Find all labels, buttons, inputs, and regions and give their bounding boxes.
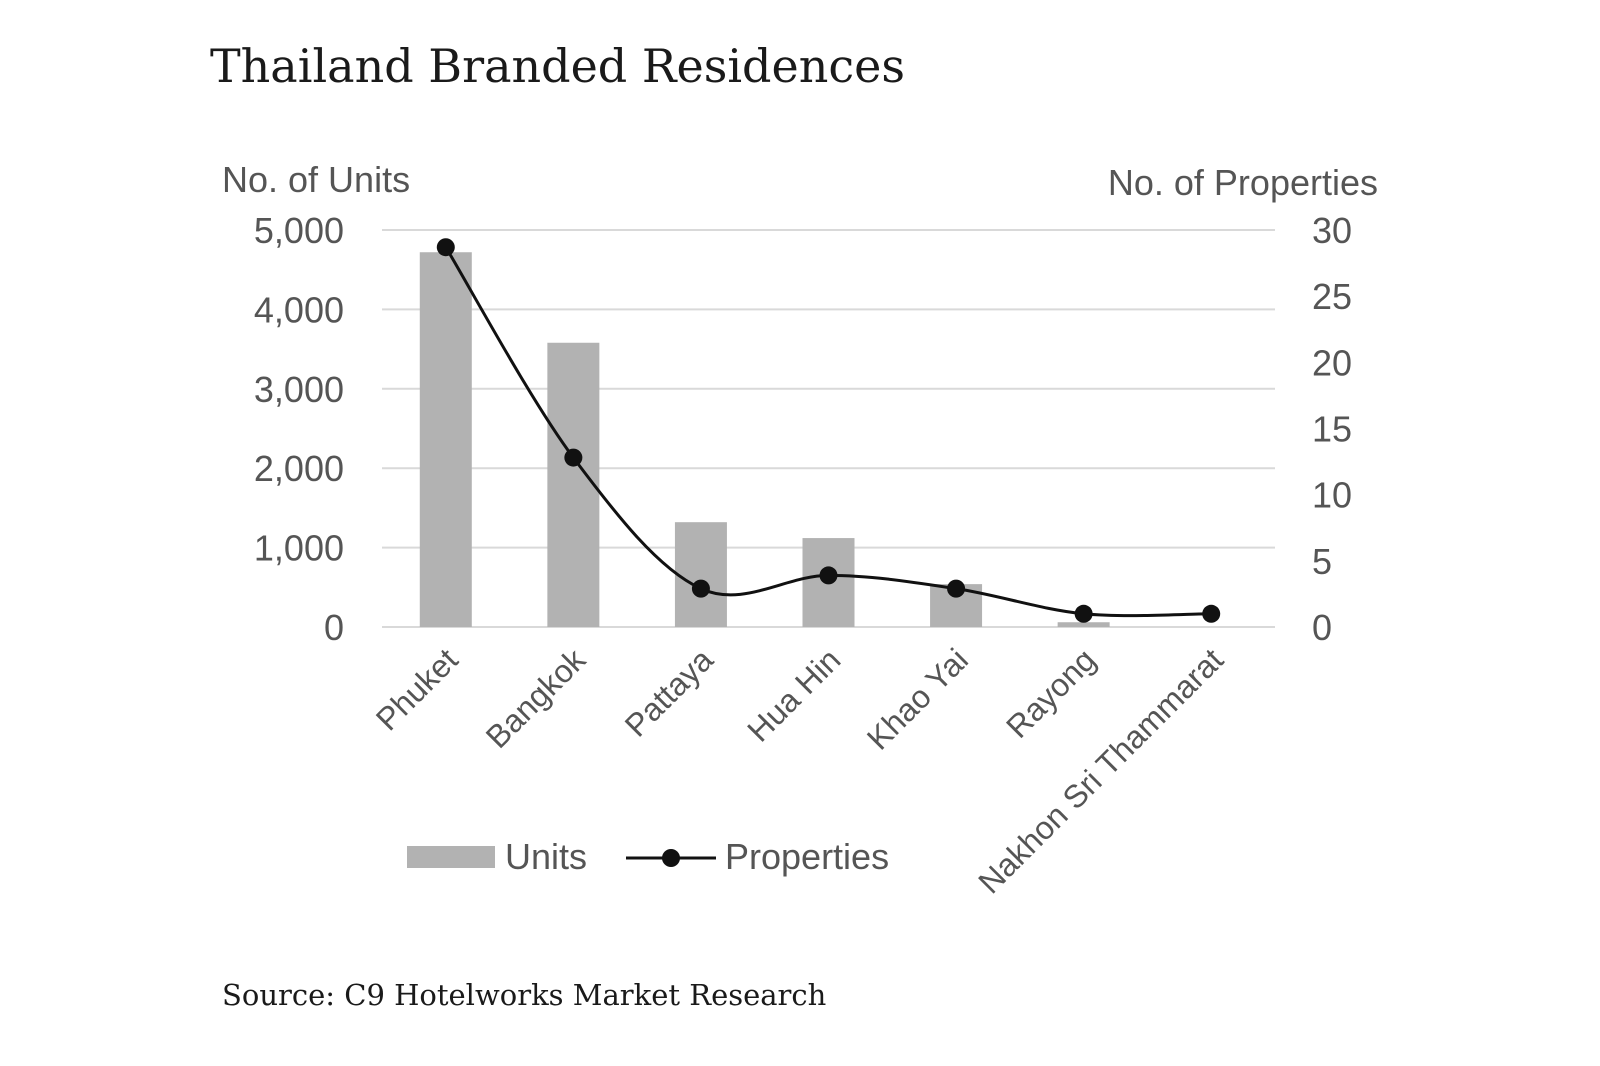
x-tick-label: Hua Hin <box>740 641 847 748</box>
x-tick-label: Khao Yai <box>860 641 975 756</box>
y2-axis-title: No. of Properties <box>1108 162 1378 203</box>
y2-tick-label: 20 <box>1312 342 1352 383</box>
y-tick-label: 2,000 <box>254 448 344 489</box>
gridlines <box>382 229 1275 628</box>
legend-properties-marker <box>662 849 680 867</box>
properties-point-phuket <box>436 238 455 257</box>
legend: Units Properties <box>407 836 889 877</box>
y-tick-label: 3,000 <box>254 369 344 410</box>
legend-units-label: Units <box>505 836 587 877</box>
legend-properties-label: Properties <box>725 836 889 877</box>
properties-point-pattaya <box>691 579 710 598</box>
y-tick-label: 1,000 <box>254 528 344 569</box>
y2-tick-label: 10 <box>1312 475 1352 516</box>
y2-tick-label: 25 <box>1312 276 1352 317</box>
y-tick-label: 0 <box>324 607 344 648</box>
x-tick-label: Pattaya <box>618 641 720 743</box>
bar-series <box>419 252 1110 627</box>
properties-point-bangkok <box>564 448 583 467</box>
y2-tick-label: 0 <box>1312 607 1332 648</box>
y2-axis-ticks: 0 5 10 15 20 25 30 <box>1312 210 1352 648</box>
properties-point-hua-hin <box>819 566 838 585</box>
properties-point-nakhon-sri-thammarat <box>1202 604 1221 623</box>
y2-tick-label: 5 <box>1312 541 1332 582</box>
source-note: Source: C9 Hotelworks Market Research <box>222 978 826 1012</box>
x-tick-label: Phuket <box>369 641 465 737</box>
y-tick-label: 4,000 <box>254 289 344 330</box>
x-tick-label: Rayong <box>999 641 1102 744</box>
y2-tick-label: 15 <box>1312 409 1352 450</box>
y-axis-title: No. of Units <box>222 159 410 200</box>
bar-phuket <box>419 252 472 627</box>
properties-point-khao-yai <box>947 579 966 598</box>
y-tick-label: 5,000 <box>254 210 344 251</box>
bar-rayong <box>1057 622 1110 627</box>
y2-tick-label: 30 <box>1312 210 1352 251</box>
bar-pattaya <box>674 522 727 627</box>
y-axis-ticks: 0 1,000 2,000 3,000 4,000 5,000 <box>254 210 344 648</box>
legend-units-swatch <box>407 846 495 868</box>
x-tick-label: Nakhon Sri Thammarat <box>971 641 1230 900</box>
chart-title: Thailand Branded Residences <box>210 39 905 93</box>
bar-bangkok <box>547 342 600 627</box>
properties-point-rayong <box>1074 604 1093 623</box>
line-series <box>436 238 1221 623</box>
x-tick-label: Bangkok <box>479 641 593 755</box>
